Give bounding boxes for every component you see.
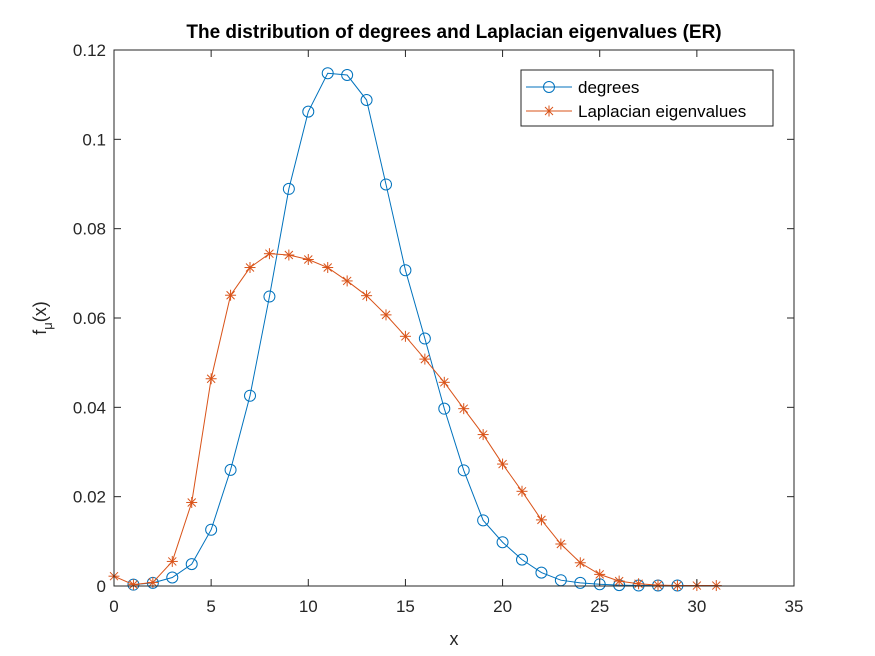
legend-box: [520, 69, 774, 127]
data-point-laplacian: [477, 429, 489, 441]
legend-label: degrees: [578, 78, 639, 97]
x-tick-label: 35: [785, 597, 804, 616]
y-axis-label-suffix: (x): [30, 301, 50, 322]
y-axis-label-main: f: [30, 329, 50, 335]
x-tick-label: 0: [109, 597, 118, 616]
data-point-degrees: [574, 576, 587, 589]
data-point-degrees: [516, 553, 528, 566]
series-line-degrees: [133, 72, 678, 587]
y-tick-label: 0.02: [73, 488, 106, 507]
data-point-degrees: [457, 464, 470, 477]
data-point-laplacian: [283, 249, 295, 261]
data-point-laplacian: [127, 579, 139, 591]
data-point-degrees: [321, 67, 334, 80]
data-point-laplacian: [652, 579, 664, 591]
data-point-degrees: [224, 463, 237, 476]
chart-title: The distribution of degrees and Laplacia…: [186, 22, 721, 43]
y-tick-label: 0.06: [73, 309, 106, 328]
data-point-laplacian: [263, 248, 275, 260]
data-point-degrees: [535, 566, 548, 579]
data-point-laplacian: [555, 538, 567, 550]
legend: degrees Laplacian eigenvalues: [520, 69, 774, 127]
data-point-laplacian: [613, 575, 625, 587]
data-point-laplacian: [225, 289, 237, 301]
data-point-laplacian: [380, 309, 392, 321]
data-point-degrees: [185, 558, 198, 571]
y-tick-label: 0.12: [73, 41, 106, 60]
x-tick-label: 10: [299, 597, 318, 616]
data-point-laplacian: [633, 578, 645, 590]
data-point-laplacian: [166, 555, 178, 567]
legend-item-laplacian: Laplacian eigenvalues: [526, 102, 746, 121]
legend-swatch-marker: [543, 81, 555, 93]
data-point-laplacian: [244, 262, 256, 274]
data-point-laplacian: [361, 290, 373, 302]
series-laplacian: [108, 248, 722, 592]
series-line-laplacian: [113, 253, 717, 587]
legend-item-degrees: degrees: [526, 78, 639, 97]
data-point-laplacian: [535, 514, 547, 526]
data-point-degrees: [263, 290, 276, 303]
data-point-laplacian: [186, 496, 198, 508]
data-point-degrees: [360, 94, 373, 107]
data-point-degrees: [438, 402, 451, 415]
data-point-laplacian: [302, 253, 314, 265]
y-axis-label-subscript: μ: [40, 322, 55, 330]
data-point-laplacian: [322, 262, 334, 274]
data-point-degrees: [166, 571, 179, 584]
data-point-laplacian: [205, 373, 217, 385]
data-point-degrees: [341, 69, 354, 82]
y-tick-label: 0: [97, 577, 106, 596]
data-point-degrees: [244, 389, 256, 402]
data-point-laplacian: [458, 403, 470, 415]
data-point-laplacian: [574, 557, 586, 569]
data-point-degrees: [418, 332, 431, 345]
x-tick-label: 30: [687, 597, 706, 616]
data-point-laplacian: [516, 485, 528, 497]
data-point-degrees: [477, 514, 490, 527]
data-point-degrees: [282, 182, 295, 195]
data-point-laplacian: [594, 568, 606, 580]
data-point-degrees: [380, 178, 392, 191]
svg-text:fμ(x): fμ(x): [30, 301, 55, 335]
y-tick-label: 0.1: [82, 130, 106, 149]
x-tick-label: 25: [590, 597, 609, 616]
data-point-degrees: [302, 105, 315, 118]
data-point-laplacian: [341, 275, 353, 287]
y-axis-label: fμ(x): [30, 301, 55, 335]
y-tick-label: 0.04: [73, 398, 106, 417]
legend-swatch-marker: [543, 105, 555, 117]
data-point-laplacian: [399, 330, 411, 342]
data-point-degrees: [399, 264, 412, 277]
legend-label: Laplacian eigenvalues: [578, 102, 746, 121]
x-axis-label: x: [450, 629, 459, 649]
y-tick-label: 0.08: [73, 220, 106, 239]
x-tick-label: 20: [493, 597, 512, 616]
data-point-degrees: [496, 536, 509, 549]
data-point-degrees: [205, 523, 218, 536]
data-point-laplacian: [438, 376, 450, 388]
data-point-laplacian: [419, 353, 431, 365]
plot-area: [114, 50, 794, 586]
x-tick-label: 5: [206, 597, 215, 616]
data-point-laplacian: [497, 458, 509, 470]
x-tick-label: 15: [396, 597, 415, 616]
